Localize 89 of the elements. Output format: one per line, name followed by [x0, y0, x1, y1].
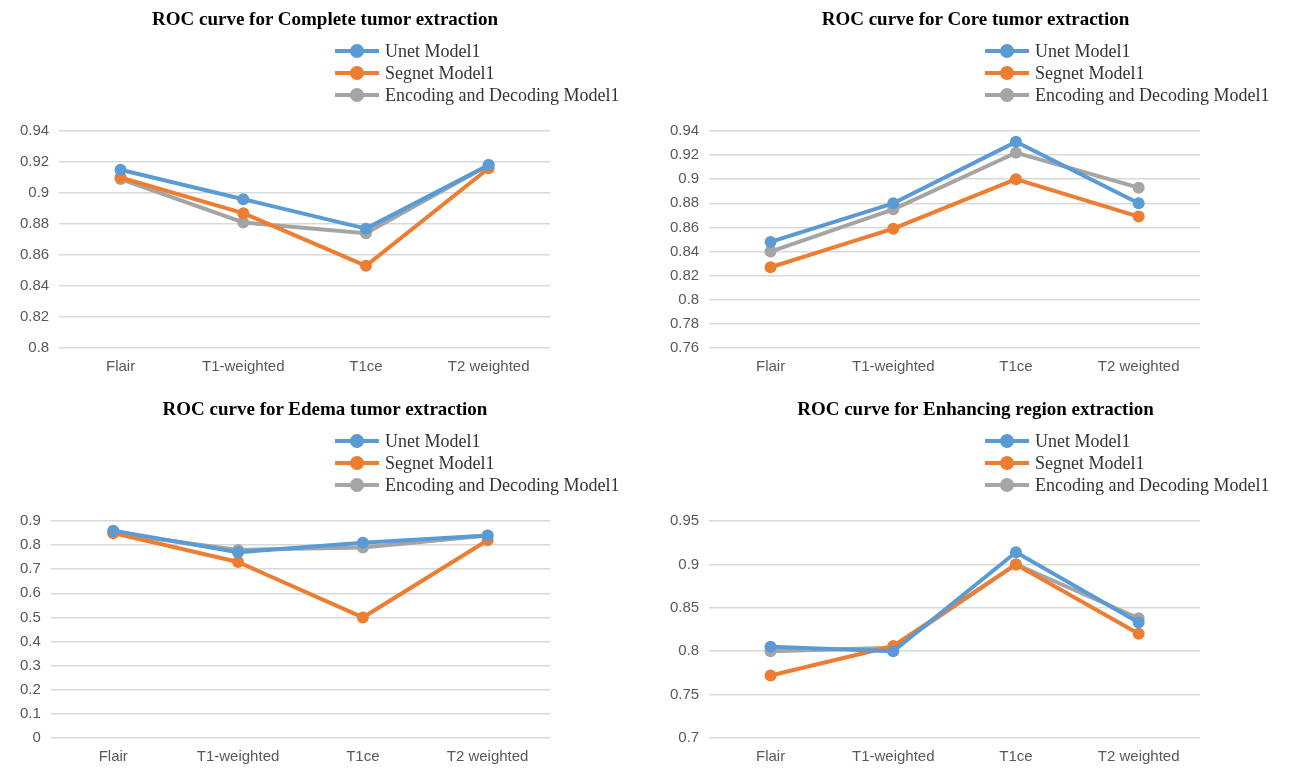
- point: [1132, 616, 1145, 629]
- y-tick-label: 0.8: [28, 338, 50, 356]
- legend-label: Segnet Model1: [385, 452, 495, 474]
- point: [1009, 135, 1022, 148]
- x-tick-label: Flair: [755, 747, 786, 765]
- y-tick-label: 0.8: [19, 535, 41, 553]
- point: [114, 163, 127, 176]
- x-tick-label: Flair: [105, 357, 136, 375]
- x-tick-label: T2 weighted: [446, 747, 529, 765]
- legend-label: Segnet Model1: [1035, 452, 1145, 474]
- point: [356, 611, 369, 624]
- y-tick-label: 0.92: [669, 145, 700, 163]
- x-tick-label: T1ce: [346, 747, 380, 765]
- y-tick-label: 0.7: [678, 728, 700, 746]
- point: [1009, 146, 1022, 159]
- y-tick-label: 0.94: [19, 121, 50, 139]
- point: [1132, 627, 1145, 640]
- point: [359, 222, 372, 235]
- legend-label: Unet Model1: [385, 40, 481, 62]
- y-tick-label: 0.75: [669, 684, 700, 702]
- x-tick-label: Flair: [755, 357, 786, 375]
- legend-label: Unet Model1: [1035, 430, 1131, 452]
- y-tick-label: 0.86: [19, 245, 50, 263]
- point: [1009, 546, 1022, 559]
- y-tick-label: 0.1: [19, 704, 41, 722]
- point: [237, 207, 250, 220]
- y-tick-label: 0.82: [669, 265, 700, 283]
- x-tick-label: Flair: [98, 747, 128, 765]
- legend-label: Encoding and Decoding Model1: [1035, 84, 1270, 106]
- x-tick-label: T2 weighted: [1097, 747, 1180, 765]
- point: [1132, 210, 1145, 223]
- y-tick-label: 0.8: [678, 289, 700, 307]
- x-tick-label: T1ce: [999, 747, 1033, 765]
- chart-title: ROC curve for Edema tumor extraction: [161, 397, 489, 421]
- x-tick-label: T2 weighted: [1097, 357, 1180, 375]
- y-tick-label: 0.94: [669, 121, 700, 139]
- y-tick-label: 0.5: [19, 607, 41, 625]
- y-tick-label: 0.95: [669, 511, 700, 529]
- x-tick-label: T1-weighted: [851, 747, 935, 765]
- y-tick-label: 0.84: [19, 276, 50, 294]
- point: [887, 222, 900, 235]
- y-tick-label: 0.6: [19, 583, 41, 601]
- y-tick-label: 0: [32, 728, 41, 746]
- point: [237, 193, 250, 206]
- point: [1132, 197, 1145, 210]
- legend-label: Encoding and Decoding Model1: [385, 474, 620, 496]
- y-tick-label: 0.9: [678, 554, 700, 572]
- point: [359, 259, 372, 272]
- y-tick-label: 0.82: [19, 307, 50, 325]
- legend-label: Encoding and Decoding Model1: [385, 84, 620, 106]
- chart-title: ROC curve for Enhancing region extraction: [796, 397, 1155, 421]
- y-tick-label: 0.88: [669, 193, 700, 211]
- point: [887, 197, 900, 210]
- y-tick-label: 0.76: [669, 338, 700, 356]
- point: [764, 669, 777, 682]
- y-tick-label: 0.8: [678, 641, 700, 659]
- legend-label: Segnet Model1: [1035, 62, 1145, 84]
- point: [764, 640, 777, 653]
- chart-title: ROC curve for Core tumor extraction: [820, 7, 1131, 31]
- y-tick-label: 0.9: [28, 183, 50, 201]
- y-tick-label: 0.9: [678, 169, 700, 187]
- y-tick-label: 0.85: [669, 597, 700, 615]
- legend-label: Unet Model1: [385, 430, 481, 452]
- y-tick-label: 0.88: [19, 214, 50, 232]
- y-tick-label: 0.92: [19, 152, 50, 170]
- x-tick-label: T1-weighted: [851, 357, 935, 375]
- chart-title: ROC curve for Complete tumor extraction: [151, 7, 499, 31]
- y-tick-label: 0.2: [19, 679, 41, 697]
- point: [1132, 181, 1145, 194]
- x-tick-label: T2 weighted: [447, 357, 530, 375]
- legend-label: Unet Model1: [1035, 40, 1131, 62]
- x-tick-label: T1ce: [999, 357, 1033, 375]
- y-tick-label: 0.7: [19, 559, 41, 577]
- legend-label: Encoding and Decoding Model1: [1035, 474, 1270, 496]
- y-tick-label: 0.78: [669, 314, 700, 332]
- point: [1009, 173, 1022, 186]
- x-tick-label: T1-weighted: [196, 747, 280, 765]
- point: [764, 235, 777, 248]
- x-tick-label: T1-weighted: [201, 357, 285, 375]
- point: [887, 645, 900, 658]
- y-tick-label: 0.4: [19, 631, 41, 649]
- point: [356, 536, 369, 549]
- y-tick-label: 0.3: [19, 655, 41, 673]
- point: [764, 261, 777, 274]
- legend-label: Segnet Model1: [385, 62, 495, 84]
- y-tick-label: 0.84: [669, 241, 700, 259]
- y-tick-label: 0.86: [669, 217, 700, 235]
- y-tick-label: 0.9: [19, 511, 41, 529]
- x-tick-label: T1ce: [349, 357, 383, 375]
